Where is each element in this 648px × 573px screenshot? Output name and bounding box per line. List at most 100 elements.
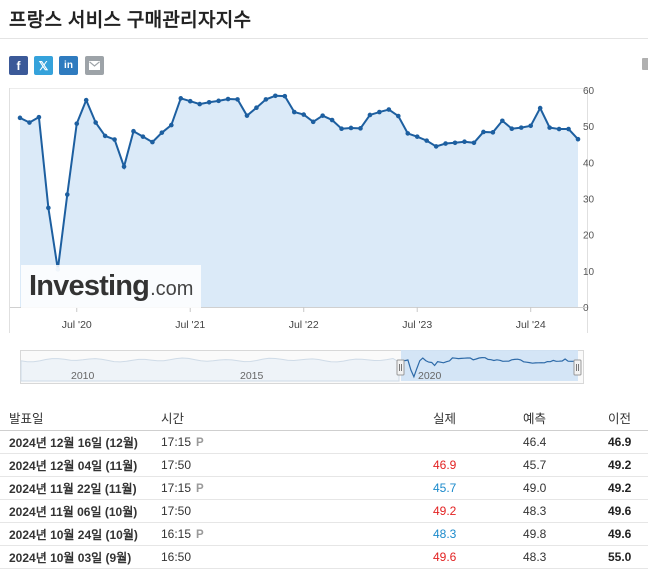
twitter-share-button[interactable]: 𝕏 <box>34 56 53 75</box>
chart-frame <box>9 88 588 333</box>
data-point[interactable] <box>131 128 136 134</box>
release-time: 17:15 P <box>161 430 433 454</box>
data-point[interactable] <box>244 113 250 118</box>
chart-navigator-plot[interactable]: 2010 2015 2020 <box>0 348 648 388</box>
data-point[interactable] <box>27 120 32 125</box>
y-tick-label: 50 <box>583 122 595 133</box>
data-point[interactable] <box>225 96 231 102</box>
data-point[interactable] <box>424 138 429 143</box>
data-point[interactable] <box>93 120 98 125</box>
facebook-icon: f <box>16 58 21 73</box>
data-point[interactable] <box>17 115 23 121</box>
release-date: 2024년 10월 03일 (9월) <box>0 545 161 569</box>
data-point[interactable] <box>273 93 278 99</box>
data-point[interactable] <box>537 105 543 111</box>
previous-value: 49.6 <box>608 499 648 523</box>
print-icon[interactable] <box>642 58 648 70</box>
data-point[interactable] <box>178 96 184 101</box>
chart-top-border <box>9 88 587 89</box>
preliminary-icon: P <box>196 483 204 495</box>
data-point[interactable] <box>197 101 202 107</box>
navigator-history <box>20 357 400 382</box>
investing-watermark: Investing .com <box>21 265 201 308</box>
header-previous[interactable]: 이전 <box>608 404 648 431</box>
navigator-left-handle[interactable] <box>396 359 405 376</box>
release-date: 2024년 11월 22일 (11월) <box>0 476 161 500</box>
facebook-share-button[interactable]: f <box>9 56 28 75</box>
data-point[interactable] <box>348 125 354 131</box>
data-point[interactable] <box>83 97 89 103</box>
data-point[interactable] <box>509 126 515 131</box>
release-time: 16:50 <box>161 545 433 569</box>
release-time: 17:50 <box>161 499 433 523</box>
data-point[interactable] <box>263 97 269 102</box>
data-point[interactable] <box>500 118 505 124</box>
data-point[interactable] <box>405 131 411 136</box>
data-point[interactable] <box>528 123 534 129</box>
data-point[interactable] <box>386 107 392 112</box>
data-point[interactable] <box>64 192 70 197</box>
data-point[interactable] <box>396 113 401 119</box>
data-point[interactable] <box>320 113 325 118</box>
data-point[interactable] <box>490 130 496 135</box>
page-title: 프랑스 서비스 구매관리자지수 <box>9 10 252 31</box>
data-point[interactable] <box>254 105 259 111</box>
data-point[interactable] <box>414 134 420 139</box>
data-point[interactable] <box>518 125 524 130</box>
data-point[interactable] <box>74 121 80 126</box>
data-point[interactable] <box>159 130 165 135</box>
data-point[interactable] <box>187 98 193 104</box>
data-point[interactable] <box>140 134 146 139</box>
data-point[interactable] <box>556 126 562 132</box>
release-time: 16:15 P <box>161 522 433 546</box>
data-point[interactable] <box>112 137 117 142</box>
table-row: 2024년 11월 06일 (10월) 17:50 49.2 48.3 49.6 <box>0 499 648 523</box>
data-point[interactable] <box>301 112 307 117</box>
data-point[interactable] <box>566 126 571 132</box>
data-point[interactable] <box>367 112 373 118</box>
data-point[interactable] <box>121 164 127 169</box>
navigator-selection[interactable] <box>401 350 578 381</box>
navigator-right-handle[interactable] <box>573 359 582 376</box>
previous-value: 55.0 <box>608 545 648 569</box>
data-point[interactable] <box>481 129 486 135</box>
email-share-button[interactable] <box>85 56 104 75</box>
data-point[interactable] <box>235 97 240 102</box>
data-point[interactable] <box>206 99 212 105</box>
data-point[interactable] <box>547 125 552 130</box>
header-time[interactable]: 시간 <box>161 404 433 431</box>
release-time: 17:50 <box>161 453 433 477</box>
data-point[interactable] <box>433 144 439 149</box>
data-point[interactable] <box>216 98 221 104</box>
pmi-chart[interactable]: 0 10 20 30 40 50 60 Jul '20 Jul '21 Jul '22 Jul '… <box>0 0 648 340</box>
data-point[interactable] <box>471 140 477 146</box>
data-point[interactable] <box>443 141 448 146</box>
x-tick-label: Jul '23 <box>402 319 432 331</box>
y-tick-label: 10 <box>583 267 595 278</box>
linkedin-share-button[interactable]: in <box>59 56 78 75</box>
data-point[interactable] <box>282 93 288 99</box>
data-point[interactable] <box>339 126 344 131</box>
table-row: 2024년 12월 16일 (12월) 17:15 P 46.4 46.9 <box>0 430 648 454</box>
data-point[interactable] <box>310 119 316 125</box>
data-point[interactable] <box>358 126 363 131</box>
release-date: 2024년 11월 06일 (10월) <box>0 499 161 523</box>
header-release-date[interactable]: 발표일 <box>0 404 161 431</box>
data-point[interactable] <box>150 139 155 145</box>
data-point[interactable] <box>575 136 581 142</box>
data-point[interactable] <box>36 114 42 120</box>
time-value: 17:50 <box>161 504 192 518</box>
data-point[interactable] <box>169 122 174 128</box>
data-point[interactable] <box>462 139 467 145</box>
data-point[interactable] <box>329 117 335 123</box>
data-point[interactable] <box>377 109 382 115</box>
title-divider <box>0 38 648 39</box>
data-point[interactable] <box>291 109 297 115</box>
actual-value: 46.9 <box>433 453 523 477</box>
header-forecast[interactable]: 예측 <box>523 404 608 431</box>
data-point[interactable] <box>46 205 51 211</box>
y-tick-label: 40 <box>583 158 595 169</box>
header-actual[interactable]: 실제 <box>433 404 523 431</box>
data-point[interactable] <box>452 140 458 146</box>
data-point[interactable] <box>102 133 108 139</box>
